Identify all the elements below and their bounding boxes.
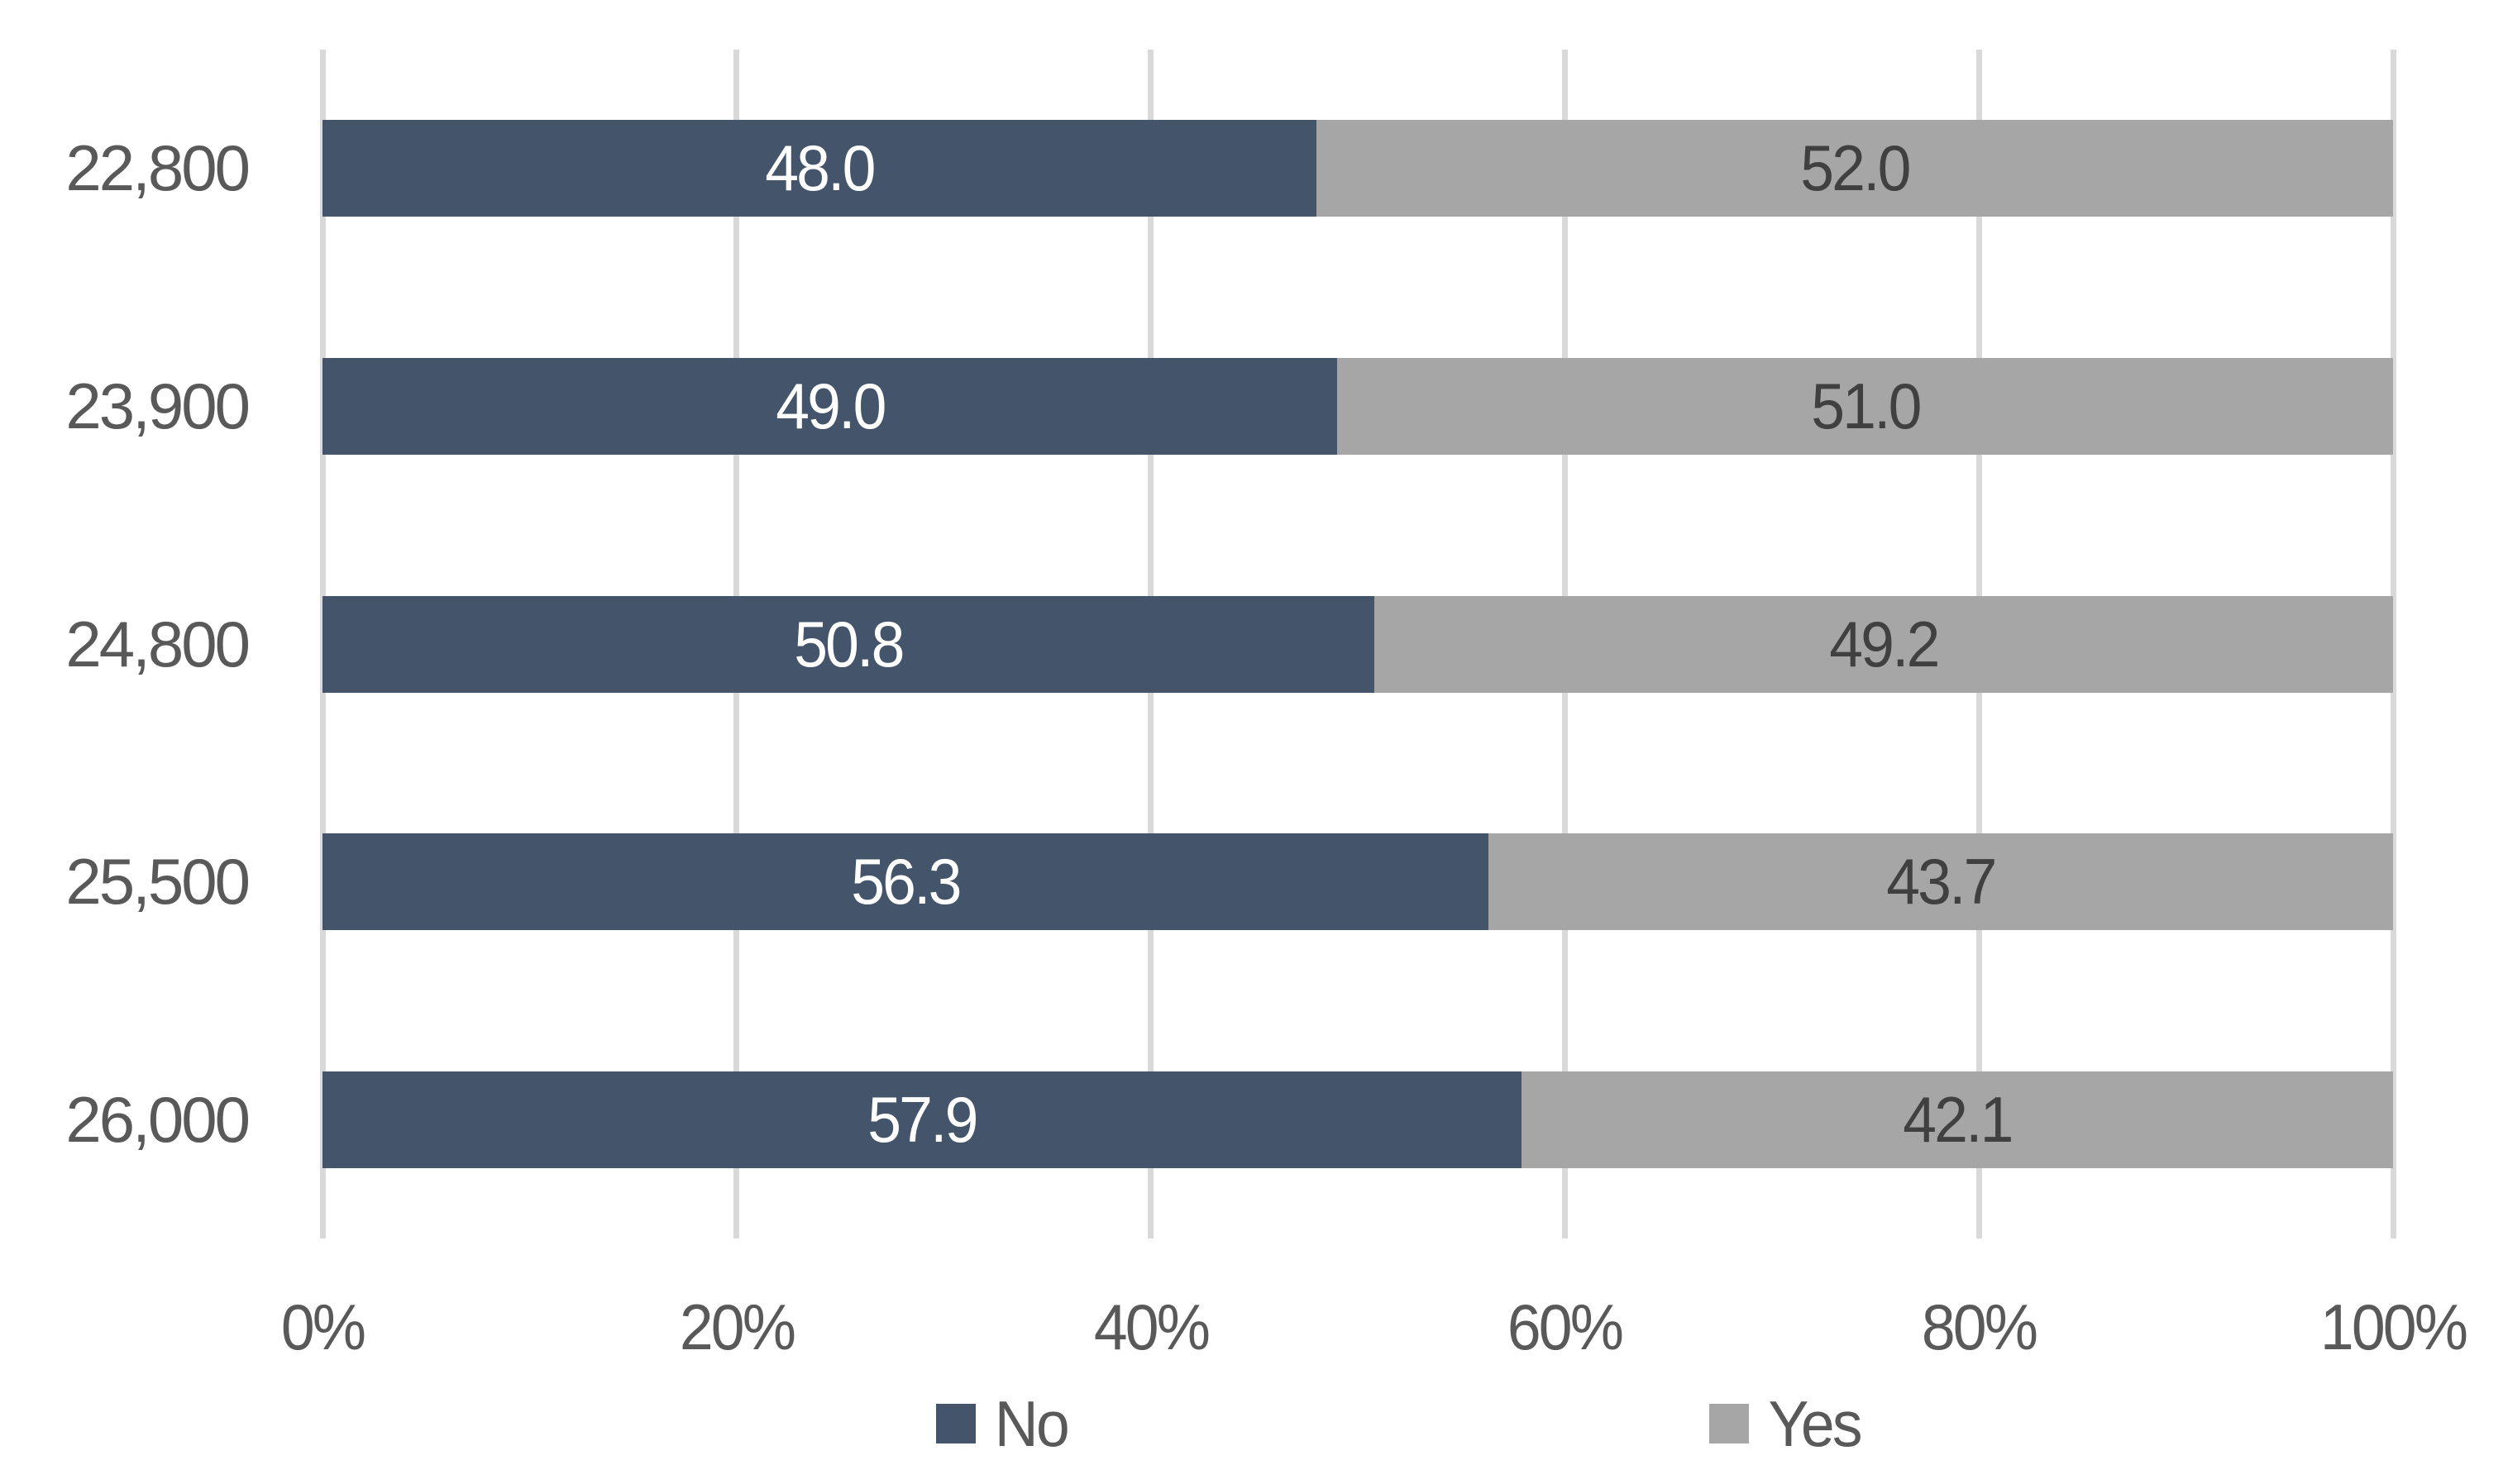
bar-segment-no: 56.3 — [322, 833, 1488, 931]
bar-segment-yes: 42.1 — [1521, 1071, 2393, 1168]
bar-row: 56.3 43.7 — [322, 833, 2393, 931]
bar-row: 48.0 52.0 — [322, 120, 2393, 217]
bar-segment-no: 49.0 — [322, 357, 1337, 455]
category-label: 26,000 — [65, 1082, 251, 1156]
x-axis-tick-label: 20% — [679, 1291, 796, 1363]
x-axis-tick-label: 0% — [280, 1291, 366, 1363]
bar-value-label: 51.0 — [1810, 369, 1922, 442]
bar-value-label: 56.3 — [851, 845, 962, 919]
legend-label-yes: Yes — [1768, 1386, 1863, 1460]
gridline — [2390, 50, 2396, 1238]
bar-value-label: 42.1 — [1903, 1082, 2014, 1156]
bar-value-label: 49.2 — [1829, 607, 1940, 680]
bar-segment-yes: 49.2 — [1374, 595, 2393, 693]
x-axis-tick-label: 40% — [1093, 1291, 1210, 1363]
bar-segment-yes: 51.0 — [1336, 357, 2393, 455]
bar-row: 57.9 42.1 — [322, 1071, 2393, 1168]
bar-value-label: 57.9 — [867, 1082, 978, 1156]
bar-segment-no: 48.0 — [322, 120, 1316, 217]
x-axis-tick-label: 100% — [2319, 1291, 2468, 1363]
bar-value-label: 50.8 — [794, 607, 905, 680]
category-label: 24,800 — [65, 607, 251, 680]
legend-label-no: No — [994, 1386, 1070, 1460]
bar-segment-yes: 52.0 — [1316, 120, 2393, 217]
bar-segment-yes: 43.7 — [1488, 833, 2393, 931]
legend-marker-no-icon — [936, 1404, 976, 1443]
bar-segment-no: 57.9 — [322, 1071, 1522, 1168]
category-label: 22,800 — [65, 131, 251, 205]
bar-value-label: 52.0 — [1800, 131, 1911, 205]
category-label: 25,500 — [65, 845, 251, 919]
bar-value-label: 49.0 — [775, 369, 886, 442]
legend-item-yes: Yes — [1709, 1387, 1863, 1460]
category-label: 23,900 — [65, 369, 251, 442]
x-axis-tick-label: 80% — [1922, 1291, 2038, 1363]
legend-marker-yes-icon — [1709, 1404, 1749, 1443]
bar-value-label: 43.7 — [1886, 845, 1997, 919]
bar-value-label: 48.0 — [765, 131, 876, 205]
x-axis-tick-label: 60% — [1507, 1291, 1624, 1363]
bar-row: 49.0 51.0 — [322, 357, 2393, 455]
bar-segment-no: 50.8 — [322, 595, 1375, 693]
legend-item-no: No — [936, 1387, 1070, 1460]
bar-row: 50.8 49.2 — [322, 595, 2393, 693]
